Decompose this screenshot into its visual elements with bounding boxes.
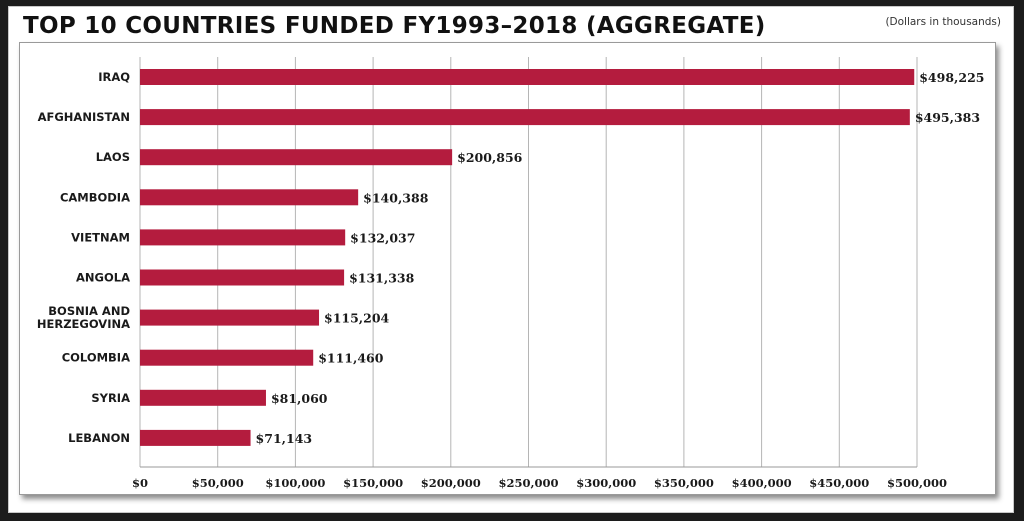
x-tick-label: $50,000 xyxy=(192,476,244,490)
category-label: BOSNIA AND xyxy=(48,304,130,318)
x-tick-label: $450,000 xyxy=(809,476,869,490)
x-tick-label: $500,000 xyxy=(887,476,947,490)
data-label: $111,460 xyxy=(318,351,384,366)
x-tick-label: $100,000 xyxy=(265,476,325,490)
bar xyxy=(140,429,251,446)
chart-panel: TOP 10 COUNTRIES FUNDED FY1993–2018 (AGG… xyxy=(8,6,1014,513)
units-note: (Dollars in thousands) xyxy=(885,16,1001,28)
category-label: CAMBODIA xyxy=(60,190,130,204)
bar xyxy=(140,389,266,406)
category-label: IRAQ xyxy=(98,70,130,84)
category-label: VIETNAM xyxy=(71,230,130,244)
category-label: LEBANON xyxy=(68,431,130,445)
data-label: $131,338 xyxy=(349,271,415,286)
bar xyxy=(140,349,314,366)
x-tick-label: $350,000 xyxy=(654,476,714,490)
bar xyxy=(140,229,346,246)
x-tick-label: $300,000 xyxy=(576,476,636,490)
category-label: AFGHANISTAN xyxy=(38,110,130,124)
data-label: $498,225 xyxy=(919,70,984,85)
data-label: $495,383 xyxy=(915,110,980,125)
category-label: SYRIA xyxy=(91,391,130,405)
chart-title: TOP 10 COUNTRIES FUNDED FY1993–2018 (AGG… xyxy=(23,13,766,39)
x-tick-label: $400,000 xyxy=(732,476,792,490)
bar xyxy=(140,69,915,85)
data-label: $200,856 xyxy=(457,150,523,165)
x-tick-label: $250,000 xyxy=(498,476,558,490)
bar-chart: $0 $50,000 $100,000 $150,000 $200,000 $250,00… xyxy=(37,57,984,490)
x-tick-label: $0 xyxy=(132,476,148,490)
category-label: HERZEGOVINA xyxy=(37,317,130,331)
x-tick-label: $200,000 xyxy=(421,476,481,490)
category-label: ANGOLA xyxy=(76,271,130,285)
category-label: LAOS xyxy=(96,150,130,164)
data-label: $71,143 xyxy=(256,431,313,446)
data-label: $140,388 xyxy=(363,190,429,205)
data-label: $132,037 xyxy=(350,230,415,245)
category-label: COLOMBIA xyxy=(62,351,130,365)
data-label: $81,060 xyxy=(271,391,328,406)
x-tick-label: $150,000 xyxy=(343,476,403,490)
bar xyxy=(140,269,345,286)
data-label: $115,204 xyxy=(324,311,390,326)
bar xyxy=(140,189,359,206)
bar xyxy=(140,309,320,326)
bar xyxy=(140,149,453,166)
bar xyxy=(140,109,910,126)
chart-frame: $0 $50,000 $100,000 $150,000 $200,000 $250,00… xyxy=(19,42,996,495)
